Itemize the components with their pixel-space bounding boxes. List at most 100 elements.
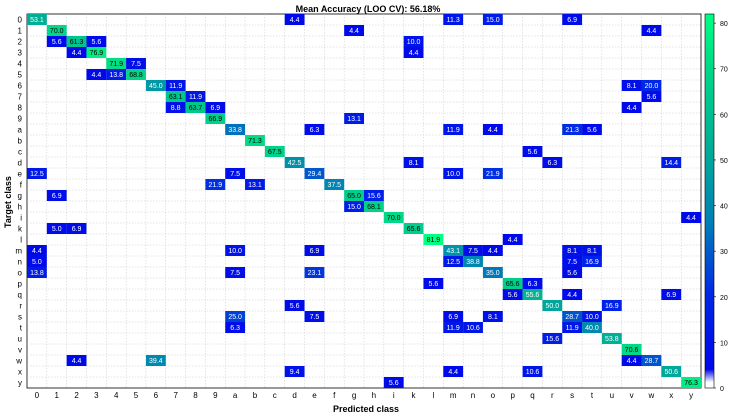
cell-value-label: 11.9 — [169, 83, 182, 90]
heatmap-cell — [225, 245, 246, 256]
cell-value-label: 6.9 — [52, 193, 62, 200]
heatmap-cell — [344, 113, 364, 124]
cell-value-label: 6.3 — [230, 325, 240, 332]
cell-value-label: 8.1 — [567, 248, 577, 255]
heatmap-cell — [443, 245, 464, 256]
cell-value-label: 7.5 — [468, 248, 478, 255]
cell-value-label: 5.6 — [508, 292, 518, 299]
x-tick-label: e — [312, 391, 317, 400]
cell-value-label: 40.0 — [585, 325, 599, 332]
heatmap-cell — [383, 212, 404, 223]
cell-value-label: 61.3 — [70, 39, 84, 46]
x-tick-label: a — [233, 391, 238, 400]
heatmap-cell — [383, 377, 404, 388]
y-tick-label: s — [18, 313, 22, 322]
heatmap-cell — [304, 168, 325, 179]
y-tick-label: k — [18, 225, 23, 234]
colorbar-tick-label: 0 — [720, 386, 724, 393]
heatmap-cell — [423, 234, 444, 245]
colorbar-tick-label: 30 — [720, 249, 728, 256]
cell-value-label: 14.4 — [664, 160, 678, 167]
heatmap-cell — [443, 168, 464, 179]
x-axis-label: Predicted class — [333, 404, 399, 414]
cell-value-label: 10.0 — [228, 248, 242, 255]
heatmap-cell — [641, 91, 662, 102]
cell-value-label: 6.9 — [448, 314, 458, 321]
heatmap-cell — [225, 311, 246, 322]
cell-value-label: 29.4 — [308, 171, 322, 178]
heatmap-cell — [641, 80, 662, 91]
heatmap-cell — [482, 311, 503, 322]
cell-value-label: 23.1 — [308, 270, 322, 277]
x-tick-label: h — [372, 391, 376, 400]
heatmap-cell — [522, 278, 543, 289]
y-tick-label: t — [20, 324, 23, 333]
cell-value-label: 50.0 — [546, 303, 560, 310]
heatmap-cell — [482, 14, 503, 25]
cell-value-label: 71.3 — [248, 138, 262, 145]
heatmap-cell — [522, 146, 543, 157]
y-tick-label: 8 — [18, 104, 23, 113]
heatmap-cell — [46, 25, 67, 36]
heatmap-cell — [126, 69, 146, 80]
cell-value-label: 4.4 — [290, 17, 300, 24]
cell-value-label: 8.1 — [488, 314, 498, 321]
x-tick-label: u — [610, 391, 614, 400]
y-tick-label: v — [18, 346, 22, 355]
cell-value-label: 53.1 — [30, 17, 44, 24]
cell-value-label: 6.9 — [310, 248, 320, 255]
heatmap-cell — [641, 25, 662, 36]
cell-value-label: 68.1 — [367, 204, 381, 211]
heatmap-cell — [284, 300, 305, 311]
cell-value-label: 5.6 — [52, 39, 62, 46]
cell-value-label: 71.9 — [109, 61, 123, 68]
heatmap-cell — [403, 223, 424, 234]
heatmap-cell — [562, 124, 583, 135]
y-tick-label: 7 — [18, 93, 23, 102]
cell-value-label: 28.7 — [645, 358, 659, 365]
heatmap-cell — [86, 47, 107, 58]
cell-value-label: 8.8 — [171, 105, 181, 112]
heatmap-cell — [641, 355, 662, 366]
heatmap-cell — [621, 102, 642, 113]
x-tick-label: r — [551, 391, 554, 400]
cell-value-label: 4.4 — [72, 50, 82, 57]
colorbar-tick-label: 50 — [720, 158, 728, 165]
cell-value-label: 6.3 — [528, 281, 538, 288]
x-tick-label: 7 — [173, 391, 178, 400]
cell-value-label: 8.1 — [627, 83, 637, 90]
heatmap-cell — [542, 300, 563, 311]
cell-value-label: 11.3 — [447, 17, 460, 24]
cell-value-label: 70.0 — [50, 28, 64, 35]
cell-value-label: 21.3 — [565, 127, 579, 134]
cell-value-label: 8.1 — [587, 248, 597, 255]
heatmap-cell — [304, 245, 325, 256]
x-tick-label: d — [292, 391, 296, 400]
y-tick-label: u — [18, 335, 22, 344]
heatmap-cell — [502, 289, 523, 300]
cell-value-label: 6.3 — [310, 127, 320, 134]
cell-value-label: 4.4 — [349, 28, 359, 35]
heatmap-cell — [284, 366, 305, 377]
y-tick-label: 3 — [18, 49, 23, 58]
heatmap-cell — [681, 212, 701, 223]
heatmap-cell — [403, 36, 424, 47]
cell-value-label: 4.4 — [92, 72, 102, 79]
heatmap-cell — [463, 245, 483, 256]
cell-value-label: 50.6 — [664, 369, 678, 376]
cell-value-label: 39.4 — [149, 358, 163, 365]
x-tick-label: s — [570, 391, 574, 400]
x-tick-label: 6 — [154, 391, 159, 400]
cell-value-label: 21.9 — [486, 171, 500, 178]
heatmap-cell — [522, 366, 543, 377]
cell-value-label: 16.9 — [605, 303, 619, 310]
y-tick-label: e — [18, 170, 23, 179]
x-tick-label: o — [491, 391, 496, 400]
y-tick-label: y — [18, 379, 22, 388]
heatmap-cell — [482, 267, 503, 278]
heatmap-cell — [27, 168, 47, 179]
heatmap-cell — [27, 14, 47, 25]
heatmap-cell — [106, 58, 127, 69]
y-tick-label: q — [18, 291, 22, 300]
heatmap-cell — [463, 322, 483, 333]
